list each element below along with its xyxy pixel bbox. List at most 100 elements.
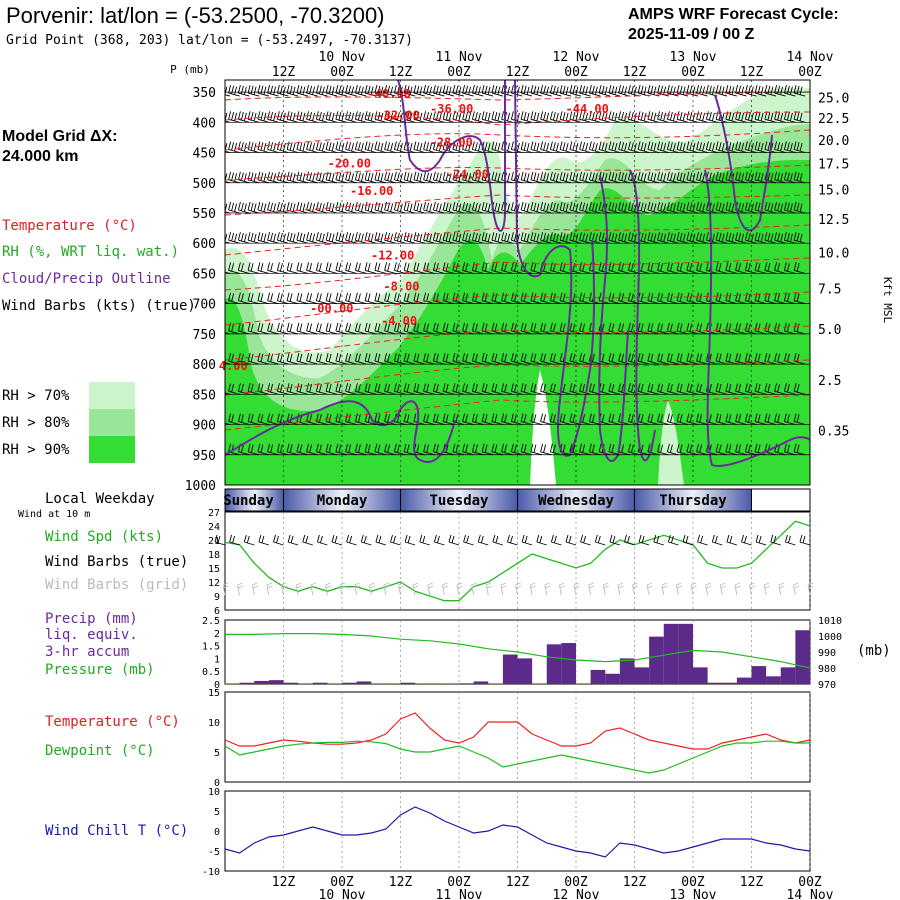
wind-barb <box>247 141 260 153</box>
height-tick-label: 25.0 <box>818 92 849 107</box>
wind-barb <box>257 232 270 244</box>
surface-wind-barb <box>726 534 738 546</box>
wind-barb <box>462 84 474 97</box>
wind-barb <box>520 383 533 395</box>
wind-barb <box>374 84 387 97</box>
wind-barb <box>296 141 309 153</box>
surface-wind-barb <box>784 534 796 546</box>
wind-barb <box>637 201 650 214</box>
wind-barb <box>569 232 582 244</box>
wind-barb <box>696 413 708 426</box>
wind-barb <box>315 443 328 456</box>
wind-barb <box>228 171 240 184</box>
wind-barb <box>225 422 231 426</box>
wind-barb <box>657 171 669 184</box>
legend-rh70-label: RH > 70% <box>2 388 70 404</box>
wind-barb <box>384 262 396 274</box>
wind-barb <box>793 171 806 184</box>
wind-barb <box>705 232 718 244</box>
wind-barb <box>676 413 689 426</box>
wind-barb <box>237 84 250 97</box>
precip-bar <box>634 667 650 684</box>
precip-bar <box>780 667 796 684</box>
wind-barb <box>462 413 474 426</box>
wind-barb <box>735 111 747 123</box>
wind-barb <box>666 84 679 97</box>
wind-barb <box>725 232 738 244</box>
wind-barb <box>686 171 699 184</box>
top-date-label: 12 Nov <box>553 50 600 65</box>
wind-barb <box>325 84 338 97</box>
surface-wind-barb <box>799 534 811 546</box>
wind-barb <box>774 383 786 395</box>
surface-wind-barb <box>463 534 474 546</box>
wind-barb <box>481 383 494 395</box>
wind-barb <box>637 84 650 97</box>
wind-barb <box>413 141 426 153</box>
wind-barb <box>725 443 738 456</box>
height-axis-title: Kft MSL <box>881 277 894 324</box>
wind-barb <box>286 262 299 274</box>
wind-barb <box>257 201 270 214</box>
isotherm-label: -28.00 <box>430 135 473 149</box>
wind-barb <box>540 201 552 214</box>
wind-barb <box>510 352 523 365</box>
legend-rh90-swatch <box>89 436 135 463</box>
wind-barb <box>510 383 523 395</box>
grid-wind-barb <box>661 582 668 596</box>
top-date-label: 10 Nov <box>319 50 366 65</box>
wind-barb <box>501 171 513 184</box>
wind-barb <box>471 84 484 97</box>
panel-tick-label: 18 <box>208 550 220 561</box>
wind-barb <box>257 141 270 153</box>
wind-barb <box>306 443 318 456</box>
wind-barb <box>374 383 387 395</box>
top-hour-label: 00Z <box>330 65 354 80</box>
wind-barb <box>647 111 660 123</box>
isotherm-label: -4.00 <box>381 314 417 328</box>
legend-rh70-swatch <box>89 382 135 409</box>
wind-barb <box>462 201 474 214</box>
wind-barb <box>325 171 338 184</box>
wind-barb <box>325 383 338 395</box>
wind-barb <box>754 352 767 365</box>
grid-wind-barb <box>763 582 770 596</box>
wind-barb <box>471 443 484 456</box>
wind-barb <box>374 201 387 214</box>
wind-barb <box>618 201 630 214</box>
wind-barb <box>452 292 465 305</box>
grid-wind-barb <box>749 582 756 596</box>
legend-rh90-label: RH > 90% <box>2 442 70 458</box>
bottom-hour-label: 12Z <box>506 875 530 890</box>
surface-wind-barb <box>624 534 635 546</box>
wind-barb <box>510 413 523 426</box>
grid-wind-barb <box>251 582 258 596</box>
wind-barb <box>442 413 455 426</box>
weekday-cell <box>225 489 284 511</box>
wind-barb <box>276 292 289 305</box>
wind-barb <box>618 292 630 305</box>
wind-barb <box>432 352 445 365</box>
wind-barb <box>520 443 533 456</box>
wind-barb <box>735 262 747 274</box>
wind-barb <box>549 141 562 153</box>
wind-barb <box>384 201 396 214</box>
wind-barb <box>442 111 455 123</box>
isotherm <box>225 91 810 101</box>
wind-barb <box>627 141 640 153</box>
wind-barb <box>384 111 396 123</box>
panel-tick-label: 10 <box>208 787 220 798</box>
wind-barb <box>647 262 660 274</box>
wind-barb <box>598 232 611 244</box>
wind-barb <box>510 111 523 123</box>
wind-barb <box>257 352 270 365</box>
wind-barb <box>549 352 562 365</box>
wind-barb <box>666 413 679 426</box>
cloud-outline-column <box>598 174 629 462</box>
wind-barb <box>452 262 465 274</box>
grid-wind-barb <box>456 582 463 596</box>
wind-barb <box>608 111 621 123</box>
weekday-label: Monday <box>317 493 368 509</box>
precip-bar <box>751 666 767 684</box>
wind-barb <box>666 322 679 335</box>
